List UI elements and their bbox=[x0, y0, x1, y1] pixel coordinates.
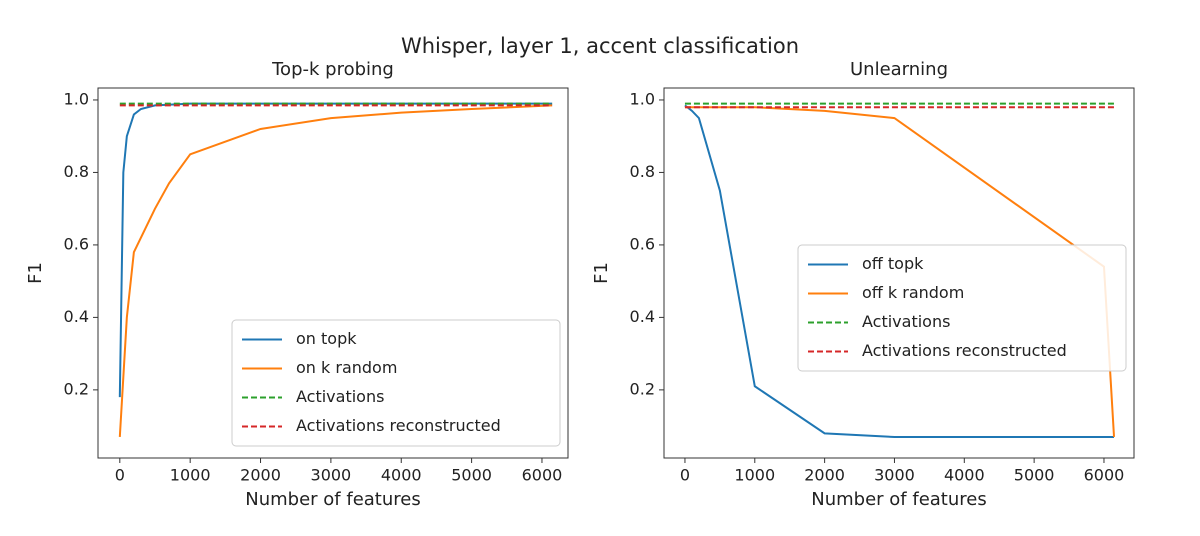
y-tick-label: 0.8 bbox=[630, 162, 655, 181]
y-tick-label: 0.2 bbox=[64, 379, 89, 398]
y-axis-label: F1 bbox=[25, 262, 46, 284]
subplot: Top-k probing Number of features F1 0 1000 20… bbox=[25, 59, 569, 510]
plot-frame bbox=[663, 87, 1135, 459]
data-line bbox=[684, 104, 1115, 438]
x-tick-label: 4000 bbox=[944, 466, 985, 485]
y-tick-label: 0.2 bbox=[630, 379, 655, 398]
legend-label: on topk bbox=[296, 329, 357, 348]
x-tick-label: 0 bbox=[680, 466, 690, 485]
legend: on topk on k random Activations Activations… bbox=[231, 319, 561, 447]
legend-label: off topk bbox=[862, 254, 924, 273]
legend-label: off k random bbox=[862, 283, 964, 302]
legend-label: on k random bbox=[296, 358, 397, 377]
x-tick-label: 2000 bbox=[240, 466, 281, 485]
data-line bbox=[118, 104, 553, 438]
y-tick-label: 1.0 bbox=[64, 89, 89, 108]
legend-label: Activations bbox=[296, 387, 384, 406]
x-tick-label: 0 bbox=[115, 466, 125, 485]
legend: off topk off k random Activations Activatio… bbox=[797, 244, 1127, 372]
x-tick-label: 1000 bbox=[170, 466, 211, 485]
x-axis-label: Number of features bbox=[811, 489, 986, 510]
y-tick-label: 0.4 bbox=[64, 307, 89, 326]
subplot-title: Unlearning bbox=[850, 59, 948, 80]
x-tick-label: 6000 bbox=[1084, 466, 1125, 485]
subplot-title: Top-k probing bbox=[271, 59, 394, 80]
x-tick-label: 1000 bbox=[734, 466, 775, 485]
y-tick-label: 0.8 bbox=[64, 162, 89, 181]
y-tick-label: 0.4 bbox=[630, 307, 655, 326]
y-tick-label: 0.6 bbox=[64, 234, 89, 253]
x-tick-label: 4000 bbox=[381, 466, 422, 485]
y-axis-label: F1 bbox=[591, 262, 612, 284]
x-tick-label: 3000 bbox=[311, 466, 352, 485]
x-tick-label: 6000 bbox=[522, 466, 563, 485]
legend-label: Activations bbox=[862, 312, 950, 331]
x-tick-label: 2000 bbox=[804, 466, 845, 485]
x-tick-label: 5000 bbox=[1014, 466, 1055, 485]
subplot: Unlearning Number of features F1 0 1000 2000 3… bbox=[591, 59, 1135, 510]
x-tick-label: 3000 bbox=[874, 466, 915, 485]
legend-frame bbox=[797, 244, 1127, 372]
y-tick-label: 0.6 bbox=[630, 234, 655, 253]
x-axis-label: Number of features bbox=[245, 489, 420, 510]
x-tick-label: 5000 bbox=[451, 466, 492, 485]
plot-frame bbox=[97, 87, 569, 459]
y-tick-label: 1.0 bbox=[630, 89, 655, 108]
legend-label: Activations reconstructed bbox=[296, 416, 501, 435]
legend-frame bbox=[231, 319, 561, 447]
legend-label: Activations reconstructed bbox=[862, 341, 1067, 360]
figure-title: Whisper, layer 1, accent classification bbox=[401, 34, 799, 58]
